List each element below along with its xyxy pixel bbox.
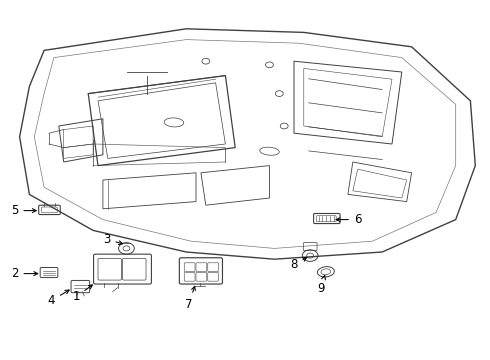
Text: 2: 2 xyxy=(11,267,38,280)
Text: 5: 5 xyxy=(11,204,36,217)
Text: 8: 8 xyxy=(290,257,307,271)
Text: 4: 4 xyxy=(48,290,69,307)
Text: 3: 3 xyxy=(103,233,122,246)
Text: 6: 6 xyxy=(336,213,362,226)
Text: 1: 1 xyxy=(72,285,93,303)
Text: 9: 9 xyxy=(317,275,325,294)
Text: 7: 7 xyxy=(185,286,196,311)
